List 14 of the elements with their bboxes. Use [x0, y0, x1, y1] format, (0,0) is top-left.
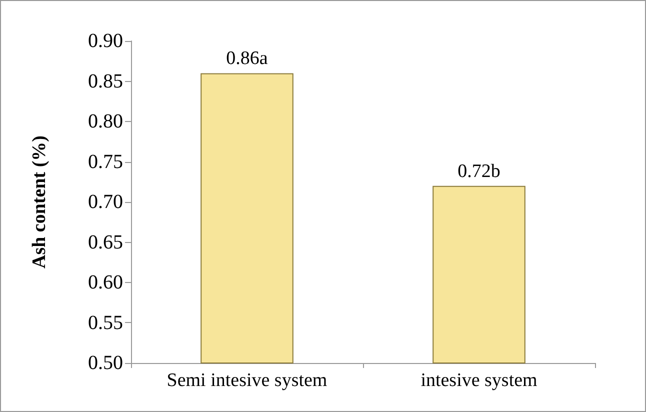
y-tick-label: 0.60 [88, 272, 123, 294]
y-axis-title: Ash content (%) [29, 136, 50, 268]
x-tick-label: Semi intesive system [166, 370, 328, 391]
y-tick-label: 0.50 [88, 352, 123, 374]
y-tick-label: 0.80 [88, 110, 123, 132]
y-tick-label: 0.55 [88, 312, 123, 334]
x-tick-label: intesive system [420, 370, 538, 391]
data-label: 0.72b [458, 160, 500, 182]
data-label: 0.86a [226, 48, 268, 70]
y-tick-label: 0.75 [88, 150, 123, 173]
y-tick-label: 0.70 [88, 191, 123, 213]
y-tick-label: 0.65 [88, 231, 123, 254]
y-tick-label: 0.85 [88, 70, 123, 92]
y-tick-label: 0.90 [88, 30, 123, 52]
